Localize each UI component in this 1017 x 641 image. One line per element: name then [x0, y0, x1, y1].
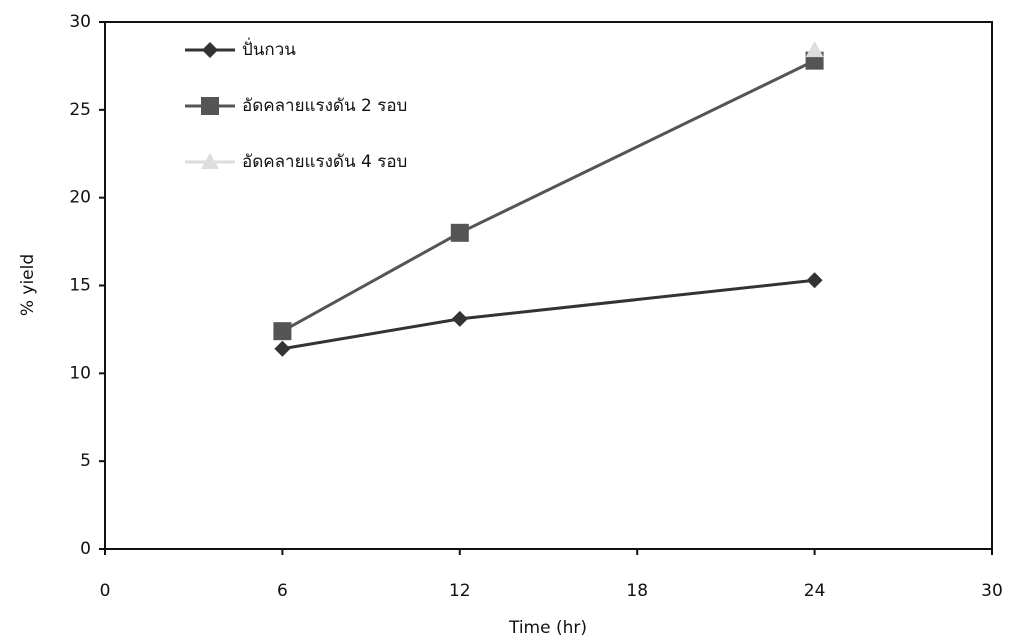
- legend-label: อัดคลายแรงดัน 2 รอบ: [242, 96, 407, 116]
- point: [451, 224, 469, 242]
- x-tick-label: 24: [804, 581, 826, 601]
- y-tick-label: 25: [69, 100, 91, 120]
- y-tick-label: 15: [69, 276, 91, 296]
- chart: Time (hr) % yield 0 5 10 15 20 25 30 0 6 12 18 24 30…: [0, 0, 1017, 641]
- y-axis-label: % yield: [18, 254, 38, 316]
- y-tick-label: 5: [80, 451, 91, 471]
- y-tick-label: 0: [80, 539, 91, 559]
- x-tick-label: 6: [277, 581, 288, 601]
- plot-frame: [105, 22, 992, 549]
- x-axis-label: Time (hr): [508, 618, 587, 638]
- series-line: [282, 280, 814, 349]
- y-tick-label: 20: [69, 188, 91, 208]
- y-tick-label: 10: [69, 363, 91, 383]
- point: [806, 41, 824, 57]
- x-tick-label: 12: [449, 581, 471, 601]
- x-tick-label: 18: [626, 581, 648, 601]
- x-tick-label: 0: [100, 581, 111, 601]
- point: [807, 272, 823, 288]
- point: [273, 322, 291, 340]
- legend-label: ปั่นกวน: [242, 37, 296, 60]
- point: [452, 311, 468, 327]
- legend-marker: [201, 97, 219, 115]
- y-tick-label: 30: [69, 12, 91, 32]
- legend-marker: [202, 42, 218, 58]
- x-tick-label: 30: [981, 581, 1003, 601]
- legend-label: อัดคลายแรงดัน 4 รอบ: [242, 152, 407, 172]
- point: [274, 341, 290, 357]
